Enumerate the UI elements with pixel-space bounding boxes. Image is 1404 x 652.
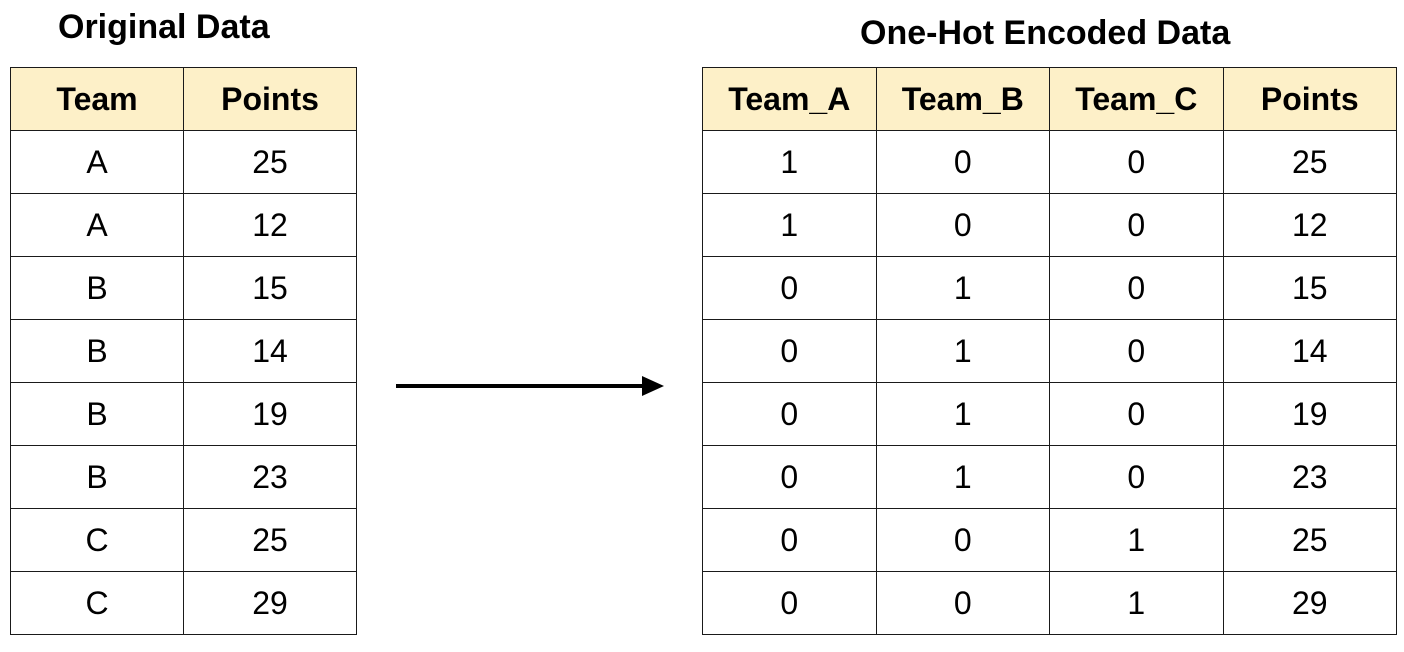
table-cell: B (10, 256, 184, 320)
table-row: A 25 (10, 130, 357, 194)
table-cell: 0 (1049, 256, 1224, 320)
table-row: 0 1 0 19 (702, 382, 1397, 446)
table-cell: 0 (1049, 130, 1224, 194)
table-row: C 29 (10, 571, 357, 635)
original-data-title: Original Data (58, 8, 270, 46)
table-row: 0 1 0 15 (702, 256, 1397, 320)
table-cell: 0 (702, 256, 877, 320)
table-cell: 0 (875, 571, 1050, 635)
column-header: Team (10, 67, 184, 131)
table-cell: 19 (1222, 382, 1397, 446)
table-cell: C (10, 571, 184, 635)
table-cell: 1 (1049, 571, 1224, 635)
right-arrow-icon (396, 376, 664, 396)
table-cell: 29 (183, 571, 357, 635)
table-cell: 15 (1222, 256, 1397, 320)
table-cell: 0 (702, 382, 877, 446)
table-row: C 25 (10, 508, 357, 572)
table-cell: 0 (702, 508, 877, 572)
column-header: Team_B (875, 67, 1050, 131)
column-header: Points (1222, 67, 1397, 131)
table-row: B 23 (10, 445, 357, 509)
header-row: Team_A Team_B Team_C Points (702, 67, 1397, 131)
table-cell: B (10, 445, 184, 509)
table-row: B 19 (10, 382, 357, 446)
table-cell: C (10, 508, 184, 572)
table-cell: 25 (183, 508, 357, 572)
table-cell: 0 (875, 193, 1050, 257)
column-header: Team_A (702, 67, 877, 131)
table-cell: 0 (1049, 319, 1224, 383)
table-row: B 14 (10, 319, 357, 383)
table-cell: 0 (702, 445, 877, 509)
table-cell: 0 (875, 130, 1050, 194)
table-row: A 12 (10, 193, 357, 257)
table-cell: 1 (875, 382, 1050, 446)
table-cell: 23 (1222, 445, 1397, 509)
table-row: 0 0 1 25 (702, 508, 1397, 572)
table-cell: 25 (1222, 130, 1397, 194)
table-cell: 14 (183, 319, 357, 383)
original-data-table: Team Points A 25 A 12 B 15 B 14 B 19 B 23 C 25 C 29 (10, 67, 357, 635)
table-row: 1 0 0 12 (702, 193, 1397, 257)
table-cell: 1 (702, 130, 877, 194)
table-cell: 12 (1222, 193, 1397, 257)
table-cell: 1 (875, 256, 1050, 320)
table-cell: 0 (875, 508, 1050, 572)
table-cell: 1 (1049, 508, 1224, 572)
table-cell: A (10, 130, 184, 194)
table-cell: 0 (702, 319, 877, 383)
table-cell: A (10, 193, 184, 257)
table-cell: 15 (183, 256, 357, 320)
table-row: B 15 (10, 256, 357, 320)
table-cell: 25 (1222, 508, 1397, 572)
table-row: 1 0 0 25 (702, 130, 1397, 194)
encoded-data-title: One-Hot Encoded Data (860, 14, 1231, 52)
header-row: Team Points (10, 67, 357, 131)
table-cell: 1 (875, 445, 1050, 509)
table-cell: B (10, 382, 184, 446)
table-row: 0 0 1 29 (702, 571, 1397, 635)
table-cell: 19 (183, 382, 357, 446)
table-cell: 0 (702, 571, 877, 635)
column-header: Points (183, 67, 357, 131)
table-row: 0 1 0 14 (702, 319, 1397, 383)
column-header: Team_C (1049, 67, 1224, 131)
table-cell: 1 (702, 193, 877, 257)
table-cell: 29 (1222, 571, 1397, 635)
table-cell: 23 (183, 445, 357, 509)
table-cell: 0 (1049, 193, 1224, 257)
table-row: 0 1 0 23 (702, 445, 1397, 509)
table-cell: 0 (1049, 445, 1224, 509)
table-cell: 25 (183, 130, 357, 194)
table-cell: 0 (1049, 382, 1224, 446)
table-cell: B (10, 319, 184, 383)
encoded-data-table: Team_A Team_B Team_C Points 1 0 0 25 1 0 0 12 0 1 0 15… (702, 67, 1397, 635)
table-cell: 1 (875, 319, 1050, 383)
table-cell: 14 (1222, 319, 1397, 383)
table-cell: 12 (183, 193, 357, 257)
